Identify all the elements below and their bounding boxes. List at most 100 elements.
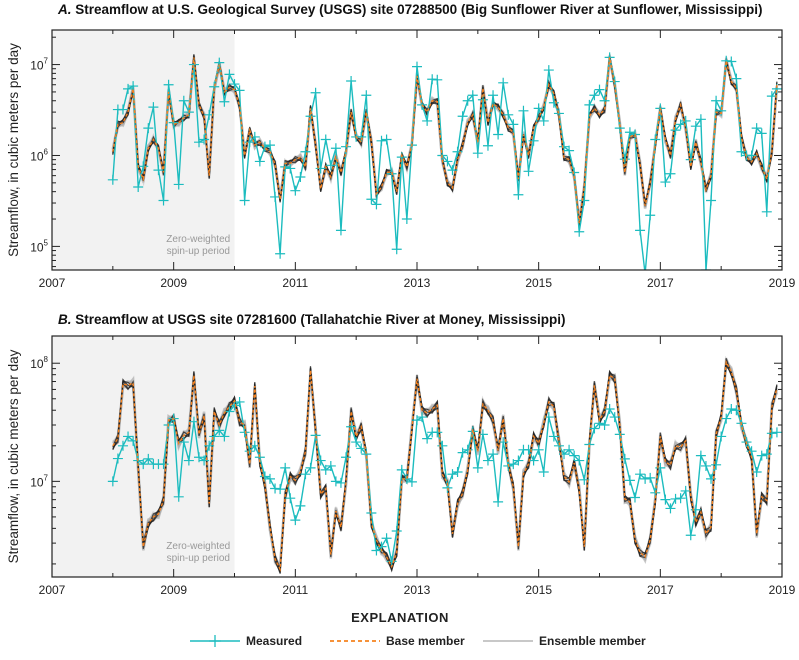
- legend-item-base: Base member: [330, 634, 465, 648]
- measured-marker: [482, 140, 493, 151]
- measured-marker: [305, 462, 316, 473]
- measured-marker: [214, 425, 225, 436]
- x-tick-label: 2017: [647, 276, 674, 290]
- measured-marker: [706, 473, 717, 484]
- measured-marker: [178, 437, 189, 448]
- measured-marker: [320, 464, 331, 475]
- y-tick-label: 106: [30, 147, 48, 163]
- measured-marker: [199, 134, 210, 145]
- measured-marker: [417, 412, 428, 423]
- measured-marker: [493, 496, 504, 507]
- measured-marker: [695, 450, 706, 461]
- measured-marker: [422, 115, 433, 126]
- spinup-label: spin-up period: [167, 553, 230, 564]
- measured-marker: [477, 94, 488, 105]
- measured-marker: [635, 225, 646, 236]
- measured-marker: [523, 444, 534, 455]
- measured-marker: [432, 74, 443, 85]
- measured-marker: [513, 189, 524, 200]
- measured-marker: [224, 69, 235, 80]
- measured-marker: [107, 174, 118, 185]
- measured-marker: [655, 462, 666, 473]
- legend-plus-marker-icon: [209, 635, 221, 647]
- y-tick-label: 107: [30, 473, 48, 489]
- measured-marker: [771, 427, 782, 438]
- legend-label-ensemble: Ensemble member: [539, 634, 646, 648]
- x-tick-label: 2019: [769, 276, 796, 290]
- measured-marker: [199, 455, 210, 466]
- measured-marker: [173, 179, 184, 190]
- panel-title: A. Streamflow at U.S. Geological Survey …: [57, 2, 762, 17]
- measured-marker: [564, 444, 575, 455]
- measured-marker: [548, 431, 559, 442]
- measured-marker: [447, 165, 458, 176]
- x-tick-label: 2011: [282, 583, 308, 597]
- measured-marker: [635, 469, 646, 480]
- measured-marker: [660, 177, 671, 188]
- measured-marker: [665, 503, 676, 514]
- measured-marker: [234, 85, 245, 96]
- measured-marker: [376, 135, 387, 146]
- measured-marker: [756, 128, 767, 139]
- measured-marker: [310, 87, 321, 98]
- measured-marker: [412, 61, 422, 72]
- measured-marker: [675, 119, 686, 130]
- measured-marker: [569, 167, 580, 178]
- measured-marker: [330, 143, 341, 154]
- measured-marker: [259, 471, 270, 482]
- measured-marker: [178, 95, 189, 106]
- measured-marker: [335, 477, 346, 488]
- x-tick-label: 2009: [160, 276, 187, 290]
- measured-marker: [548, 97, 559, 108]
- measured-marker: [680, 485, 691, 496]
- measured-marker: [285, 163, 296, 174]
- measured-marker: [401, 214, 412, 225]
- measured-marker: [259, 141, 270, 152]
- measured-marker: [711, 95, 722, 106]
- measured-marker: [553, 440, 564, 451]
- ensemble-member-line: [112, 358, 778, 570]
- measured-marker: [670, 125, 681, 136]
- measured-marker: [290, 185, 301, 196]
- x-tick-label: 2013: [404, 583, 431, 597]
- measured-marker: [624, 127, 635, 138]
- x-tick-label: 2013: [404, 276, 431, 290]
- legend-title: EXPLANATION: [351, 610, 449, 625]
- measured-marker: [680, 115, 691, 126]
- measured-marker: [275, 484, 286, 495]
- x-tick-label: 2007: [39, 276, 66, 290]
- measured-marker: [543, 65, 554, 76]
- measured-marker: [640, 473, 651, 484]
- measured-marker: [711, 459, 722, 470]
- measured-marker: [513, 455, 524, 466]
- measured-marker: [148, 102, 159, 113]
- measured-marker: [574, 455, 585, 466]
- plot-frame: [51, 335, 783, 578]
- spinup-label: Zero-weighted: [166, 541, 230, 552]
- measured-marker: [239, 427, 250, 438]
- measured-marker: [219, 96, 230, 107]
- measured-marker: [219, 431, 230, 442]
- measured-marker: [761, 206, 772, 217]
- x-tick-label: 2019: [769, 583, 796, 597]
- measured-marker: [254, 156, 265, 167]
- measured-marker: [183, 455, 194, 466]
- measured-marker: [173, 491, 184, 502]
- plot-area: [107, 355, 782, 575]
- measured-marker: [371, 545, 382, 556]
- measured-marker: [209, 431, 220, 442]
- measured-marker: [619, 154, 630, 165]
- measured-marker: [315, 163, 326, 174]
- measured-marker: [700, 460, 711, 471]
- measured-marker: [488, 449, 499, 460]
- measured-marker: [341, 452, 352, 463]
- measured-marker: [330, 476, 341, 487]
- measured-marker: [604, 403, 615, 414]
- measured-marker: [107, 476, 118, 487]
- measured-marker: [472, 148, 483, 159]
- measured-marker: [234, 396, 245, 407]
- measured-marker: [751, 123, 762, 134]
- measured-marker: [731, 405, 742, 416]
